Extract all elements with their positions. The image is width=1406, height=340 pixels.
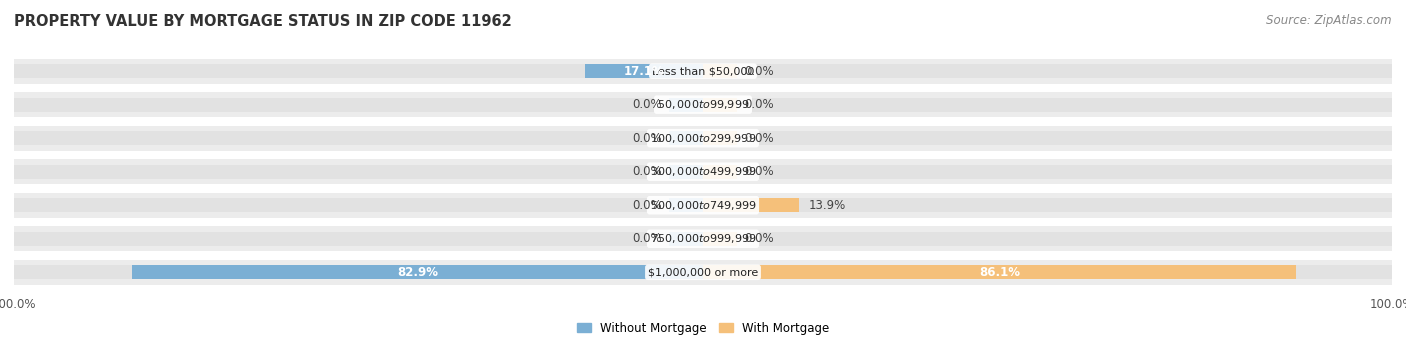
- Bar: [669, 165, 703, 179]
- Bar: [14, 98, 703, 112]
- Text: 0.0%: 0.0%: [633, 98, 662, 111]
- Text: $300,000 to $499,999: $300,000 to $499,999: [650, 165, 756, 178]
- Bar: [703, 64, 738, 78]
- Bar: [14, 193, 1392, 218]
- Text: $100,000 to $299,999: $100,000 to $299,999: [650, 132, 756, 145]
- Bar: [669, 232, 703, 246]
- Bar: [14, 232, 703, 246]
- Bar: [14, 165, 703, 179]
- Bar: [585, 64, 703, 78]
- Text: 0.0%: 0.0%: [744, 98, 773, 111]
- Bar: [703, 232, 738, 246]
- Text: 0.0%: 0.0%: [633, 199, 662, 212]
- Text: 0.0%: 0.0%: [633, 165, 662, 178]
- Bar: [14, 58, 1392, 84]
- Bar: [132, 265, 703, 279]
- Bar: [14, 131, 703, 145]
- Bar: [703, 265, 1296, 279]
- Text: 0.0%: 0.0%: [633, 132, 662, 145]
- Text: 0.0%: 0.0%: [744, 165, 773, 178]
- Bar: [703, 131, 738, 145]
- Bar: [14, 198, 703, 212]
- Bar: [14, 226, 1392, 251]
- Bar: [703, 165, 738, 179]
- Bar: [14, 260, 1392, 285]
- Bar: [14, 265, 703, 279]
- Text: $500,000 to $749,999: $500,000 to $749,999: [650, 199, 756, 212]
- Text: $750,000 to $999,999: $750,000 to $999,999: [650, 232, 756, 245]
- Text: 0.0%: 0.0%: [744, 132, 773, 145]
- Text: Source: ZipAtlas.com: Source: ZipAtlas.com: [1267, 14, 1392, 27]
- Bar: [703, 64, 1392, 78]
- Text: 86.1%: 86.1%: [979, 266, 1021, 279]
- Bar: [669, 198, 703, 212]
- Bar: [669, 131, 703, 145]
- Text: 0.0%: 0.0%: [633, 232, 662, 245]
- Bar: [703, 165, 1392, 179]
- Bar: [14, 125, 1392, 151]
- Bar: [14, 159, 1392, 184]
- Text: 0.0%: 0.0%: [744, 232, 773, 245]
- Text: 13.9%: 13.9%: [808, 199, 846, 212]
- Text: 82.9%: 82.9%: [396, 266, 437, 279]
- Bar: [669, 98, 703, 112]
- Text: PROPERTY VALUE BY MORTGAGE STATUS IN ZIP CODE 11962: PROPERTY VALUE BY MORTGAGE STATUS IN ZIP…: [14, 14, 512, 29]
- Text: $1,000,000 or more: $1,000,000 or more: [648, 267, 758, 277]
- Bar: [703, 131, 1392, 145]
- Bar: [14, 64, 703, 78]
- Text: 0.0%: 0.0%: [744, 65, 773, 78]
- Text: 17.1%: 17.1%: [624, 65, 665, 78]
- Bar: [14, 92, 1392, 117]
- Bar: [703, 232, 1392, 246]
- Bar: [703, 198, 1392, 212]
- Bar: [703, 198, 799, 212]
- Bar: [703, 98, 738, 112]
- Text: Less than $50,000: Less than $50,000: [652, 66, 754, 76]
- Text: $50,000 to $99,999: $50,000 to $99,999: [657, 98, 749, 111]
- Bar: [703, 265, 1392, 279]
- Legend: Without Mortgage, With Mortgage: Without Mortgage, With Mortgage: [572, 317, 834, 340]
- Bar: [703, 98, 1392, 112]
